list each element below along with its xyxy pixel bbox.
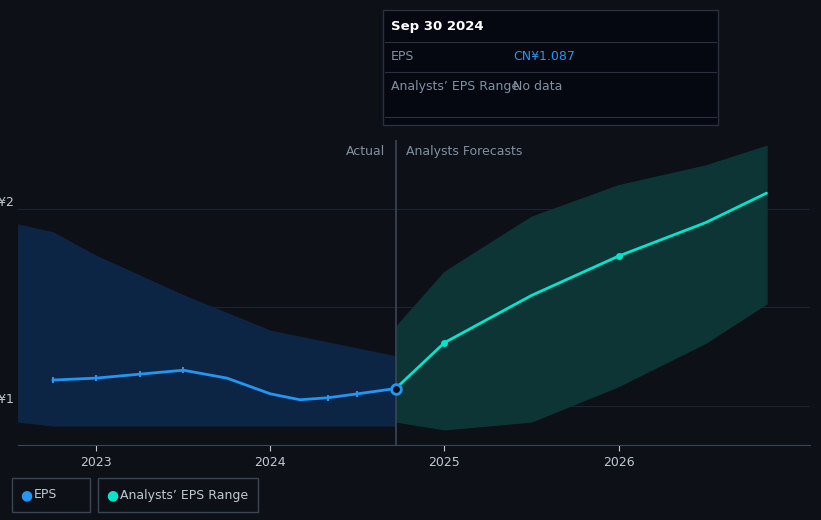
Text: Actual: Actual	[346, 145, 385, 158]
Text: EPS: EPS	[34, 488, 57, 501]
Text: ●: ●	[20, 488, 32, 502]
Text: ●: ●	[106, 488, 118, 502]
Text: CN¥1: CN¥1	[0, 393, 14, 406]
Text: CN¥2: CN¥2	[0, 196, 14, 209]
Text: CN¥1.087: CN¥1.087	[513, 50, 575, 63]
Text: No data: No data	[513, 80, 562, 93]
Text: Sep 30 2024: Sep 30 2024	[391, 20, 484, 33]
Text: Analysts Forecasts: Analysts Forecasts	[406, 145, 522, 158]
Text: Analysts’ EPS Range: Analysts’ EPS Range	[120, 488, 248, 501]
Text: Analysts’ EPS Range: Analysts’ EPS Range	[391, 80, 519, 93]
Text: EPS: EPS	[391, 50, 415, 63]
